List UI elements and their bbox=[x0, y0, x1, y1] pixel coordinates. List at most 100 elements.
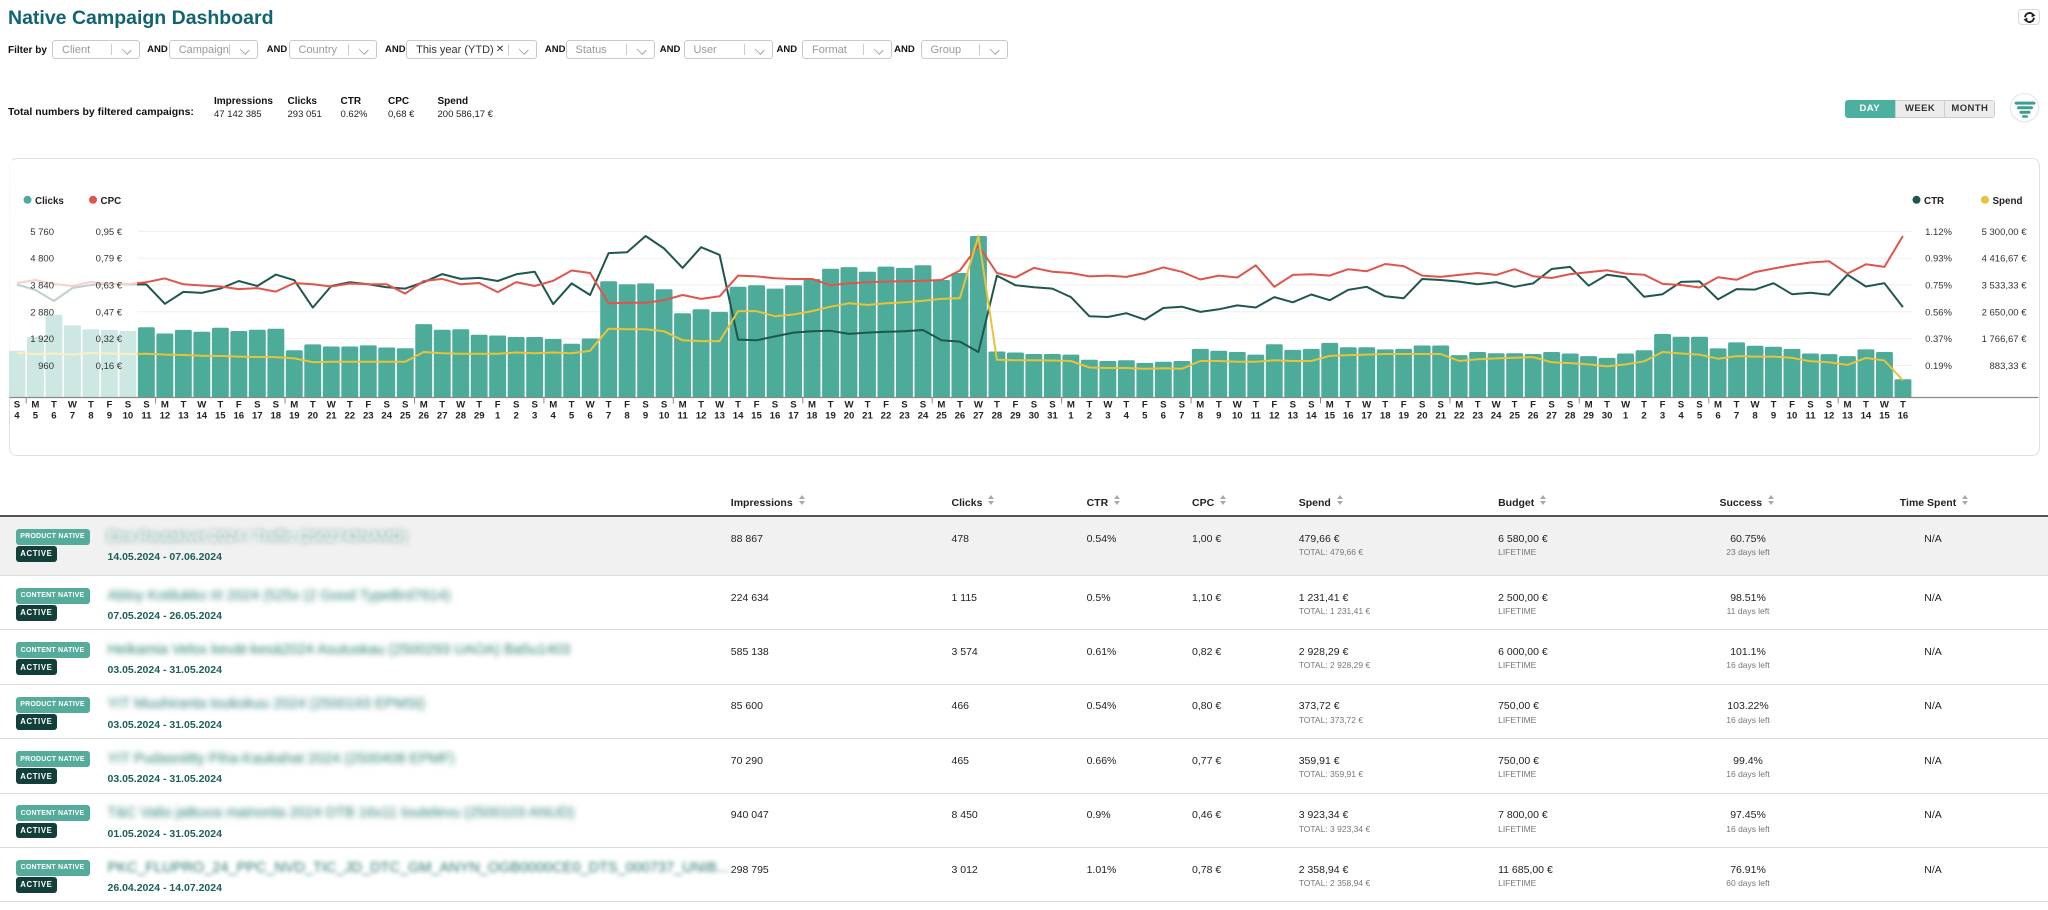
svg-text:8: 8 bbox=[1197, 411, 1203, 422]
svg-text:S: S bbox=[1566, 400, 1573, 411]
svg-text:T: T bbox=[180, 400, 186, 411]
svg-text:S: S bbox=[383, 400, 390, 411]
svg-text:26: 26 bbox=[1527, 411, 1538, 422]
svg-text:M: M bbox=[1584, 400, 1592, 411]
svg-text:W: W bbox=[67, 400, 77, 411]
svg-text:T: T bbox=[87, 400, 93, 411]
svg-text:F: F bbox=[753, 400, 759, 411]
svg-text:21: 21 bbox=[862, 411, 873, 422]
svg-text:T: T bbox=[1474, 400, 1480, 411]
svg-text:T: T bbox=[346, 400, 352, 411]
svg-text:5: 5 bbox=[1696, 411, 1702, 422]
svg-text:W: W bbox=[1621, 400, 1631, 411]
svg-text:T: T bbox=[698, 400, 704, 411]
svg-text:13: 13 bbox=[1842, 411, 1853, 422]
svg-text:20: 20 bbox=[1416, 411, 1427, 422]
svg-text:7: 7 bbox=[605, 411, 610, 422]
svg-text:3: 3 bbox=[532, 411, 537, 422]
svg-text:F: F bbox=[235, 400, 241, 411]
svg-text:23: 23 bbox=[1472, 411, 1483, 422]
svg-text:23: 23 bbox=[362, 411, 373, 422]
svg-text:5: 5 bbox=[1142, 411, 1148, 422]
svg-text:T: T bbox=[568, 400, 574, 411]
svg-text:W: W bbox=[1232, 400, 1242, 411]
svg-text:S: S bbox=[642, 400, 649, 411]
svg-text:1: 1 bbox=[1622, 411, 1628, 422]
svg-text:9: 9 bbox=[106, 411, 111, 422]
svg-text:3 533,33 €: 3 533,33 € bbox=[1981, 281, 2027, 292]
svg-text:T: T bbox=[1215, 400, 1221, 411]
svg-text:16: 16 bbox=[233, 411, 244, 422]
svg-text:S: S bbox=[1160, 400, 1167, 411]
svg-text:M: M bbox=[808, 400, 816, 411]
svg-text:9: 9 bbox=[1216, 411, 1221, 422]
svg-text:16: 16 bbox=[1342, 411, 1353, 422]
svg-text:18: 18 bbox=[1379, 411, 1390, 422]
svg-text:0,63 €: 0,63 € bbox=[95, 281, 122, 292]
svg-text:0,95 €: 0,95 € bbox=[95, 227, 122, 238]
svg-text:T: T bbox=[439, 400, 445, 411]
svg-text:S: S bbox=[512, 400, 519, 411]
svg-text:4 416,67 €: 4 416,67 € bbox=[1981, 254, 2027, 265]
svg-text:W: W bbox=[326, 400, 336, 411]
svg-text:5 760: 5 760 bbox=[30, 227, 54, 238]
svg-text:25: 25 bbox=[936, 411, 947, 422]
svg-text:4: 4 bbox=[1678, 411, 1684, 422]
svg-text:T: T bbox=[993, 400, 999, 411]
svg-text:S: S bbox=[1548, 400, 1555, 411]
svg-text:M: M bbox=[678, 400, 686, 411]
svg-text:29: 29 bbox=[473, 411, 484, 422]
svg-text:6: 6 bbox=[1160, 411, 1165, 422]
svg-text:T: T bbox=[217, 400, 223, 411]
svg-text:7: 7 bbox=[1733, 411, 1738, 422]
svg-text:1: 1 bbox=[1068, 411, 1074, 422]
svg-text:28: 28 bbox=[1564, 411, 1575, 422]
svg-text:28: 28 bbox=[991, 411, 1002, 422]
svg-text:T: T bbox=[1123, 400, 1129, 411]
svg-text:S: S bbox=[13, 400, 20, 411]
svg-text:T: T bbox=[956, 400, 962, 411]
svg-text:18: 18 bbox=[806, 411, 817, 422]
svg-text:21: 21 bbox=[325, 411, 336, 422]
svg-text:S: S bbox=[531, 400, 538, 411]
svg-text:0,16 €: 0,16 € bbox=[95, 361, 122, 372]
svg-text:31: 31 bbox=[1047, 411, 1058, 422]
svg-text:20: 20 bbox=[843, 411, 854, 422]
svg-text:T: T bbox=[1252, 400, 1258, 411]
svg-text:T: T bbox=[50, 400, 56, 411]
svg-text:10: 10 bbox=[1231, 411, 1242, 422]
svg-text:W: W bbox=[456, 400, 466, 411]
svg-text:T: T bbox=[1511, 400, 1517, 411]
svg-text:S: S bbox=[771, 400, 778, 411]
svg-text:29: 29 bbox=[1010, 411, 1021, 422]
svg-text:14: 14 bbox=[1860, 411, 1871, 422]
svg-text:1 766,67 €: 1 766,67 € bbox=[1981, 334, 2027, 345]
svg-text:F: F bbox=[883, 400, 889, 411]
svg-text:S: S bbox=[1677, 400, 1684, 411]
svg-text:F: F bbox=[1659, 400, 1665, 411]
svg-text:S: S bbox=[1437, 400, 1444, 411]
svg-text:T: T bbox=[309, 400, 315, 411]
svg-text:16: 16 bbox=[1897, 411, 1908, 422]
svg-text:883,33 €: 883,33 € bbox=[1989, 361, 2027, 372]
svg-text:15: 15 bbox=[1879, 411, 1890, 422]
svg-text:30: 30 bbox=[1601, 411, 1612, 422]
svg-text:3: 3 bbox=[1105, 411, 1110, 422]
svg-text:M: M bbox=[1196, 400, 1204, 411]
svg-text:F: F bbox=[494, 400, 500, 411]
svg-text:F: F bbox=[106, 400, 112, 411]
svg-text:6: 6 bbox=[1715, 411, 1720, 422]
svg-text:9: 9 bbox=[642, 411, 647, 422]
svg-text:0.93%: 0.93% bbox=[1925, 254, 1952, 265]
svg-text:T: T bbox=[1604, 400, 1610, 411]
svg-text:W: W bbox=[1362, 400, 1372, 411]
svg-text:S: S bbox=[1178, 400, 1185, 411]
svg-text:24: 24 bbox=[917, 411, 928, 422]
svg-text:W: W bbox=[973, 400, 983, 411]
svg-text:1.12%: 1.12% bbox=[1925, 227, 1952, 238]
svg-text:S: S bbox=[660, 400, 667, 411]
svg-text:S: S bbox=[124, 400, 131, 411]
svg-text:T: T bbox=[476, 400, 482, 411]
svg-text:T: T bbox=[1899, 400, 1905, 411]
svg-text:14: 14 bbox=[732, 411, 743, 422]
